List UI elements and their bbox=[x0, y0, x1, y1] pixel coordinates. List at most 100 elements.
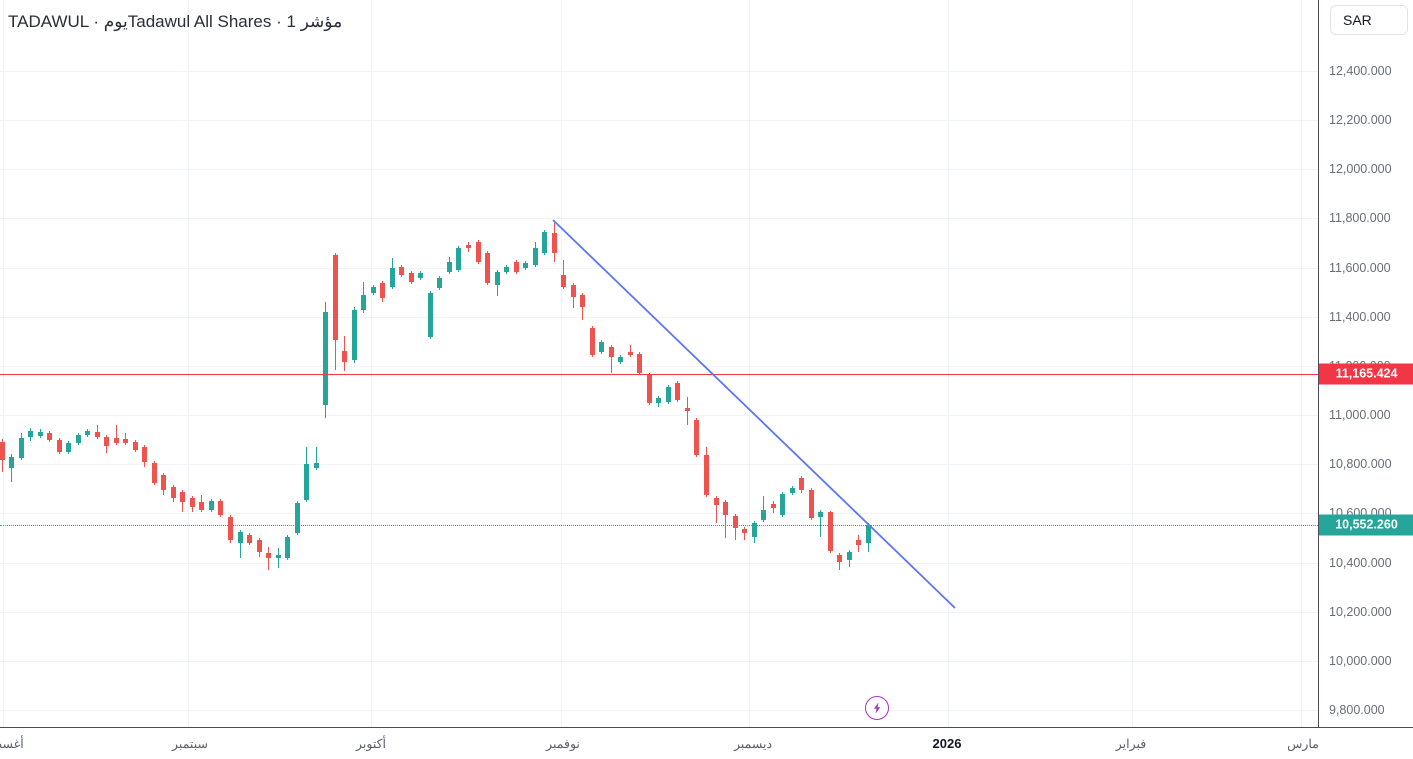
candle bbox=[523, 263, 529, 269]
candle bbox=[465, 245, 471, 248]
candle bbox=[161, 475, 167, 491]
candle bbox=[180, 491, 186, 503]
symbol-title[interactable]: TADAWUL · مويTadawul All Shares · 1 رشؤم bbox=[8, 12, 343, 31]
candle bbox=[370, 287, 376, 293]
price-tag: 11,165.424 bbox=[1319, 363, 1413, 385]
lightning-event-icon[interactable] bbox=[865, 696, 889, 720]
v-gridline bbox=[1132, 0, 1133, 727]
candle bbox=[285, 537, 291, 559]
candle-wick bbox=[315, 447, 317, 471]
time-axis-label: أغسطس bbox=[0, 737, 24, 751]
candle bbox=[361, 295, 367, 311]
candle bbox=[380, 283, 386, 299]
candle bbox=[427, 292, 433, 338]
price-tick-label: 11,800.000 bbox=[1329, 211, 1391, 226]
candle bbox=[28, 431, 34, 438]
candle bbox=[275, 555, 281, 559]
h-gridline bbox=[0, 71, 1318, 72]
candle bbox=[56, 440, 62, 453]
candle bbox=[332, 255, 338, 341]
candle bbox=[66, 443, 72, 453]
candle bbox=[37, 431, 43, 436]
chart-plot[interactable]: TADAWUL · مويTadawul All Shares · 1 رشؤم bbox=[0, 0, 1318, 727]
candle bbox=[304, 464, 310, 501]
candle bbox=[446, 261, 452, 273]
candle bbox=[256, 540, 262, 553]
candle bbox=[294, 503, 300, 534]
time-axis-label: 2026 bbox=[932, 736, 962, 751]
v-gridline bbox=[188, 0, 189, 727]
time-axis-label: سبتمبر bbox=[172, 737, 208, 751]
candle bbox=[104, 436, 110, 447]
candle bbox=[132, 442, 138, 451]
candle bbox=[485, 252, 491, 284]
price-tick-label: 10,800.000 bbox=[1329, 457, 1392, 472]
price-tick-label: 9,800.000 bbox=[1329, 702, 1385, 717]
candle-wick bbox=[268, 547, 270, 571]
candle bbox=[475, 242, 481, 262]
candle bbox=[85, 431, 91, 435]
candle bbox=[18, 438, 24, 459]
candle bbox=[75, 434, 81, 444]
candle bbox=[342, 351, 348, 363]
candle bbox=[494, 272, 500, 286]
v-gridline bbox=[3, 0, 4, 727]
candle-wick bbox=[11, 454, 13, 483]
price-lines-layer bbox=[0, 374, 1318, 527]
h-gridline bbox=[0, 218, 1318, 220]
time-axis[interactable]: أغسطس سبتمبر أكتوبر نوفمبر ديسمبر 2026 فبراير م… bbox=[0, 727, 1413, 759]
time-axis-label: ديسمبر bbox=[733, 737, 773, 751]
candle bbox=[170, 487, 176, 499]
candle bbox=[151, 462, 157, 484]
h-gridline bbox=[0, 169, 1318, 171]
currency-button[interactable]: SAR bbox=[1330, 5, 1408, 35]
candle bbox=[532, 247, 538, 265]
time-axis-label: نوفمبر bbox=[546, 737, 580, 751]
price-tag: 10,552.260 bbox=[1319, 514, 1413, 536]
candle bbox=[142, 447, 148, 462]
lightning-bolt-glyph bbox=[873, 702, 881, 714]
candle-wick bbox=[115, 424, 117, 446]
price-tick-label: 10,400.000 bbox=[1329, 555, 1392, 570]
h-gridline bbox=[0, 709, 1318, 711]
time-axis-label: فبراير bbox=[1115, 737, 1147, 751]
h-gridline bbox=[0, 611, 1318, 613]
candle bbox=[504, 267, 510, 273]
candle bbox=[456, 247, 462, 271]
candle bbox=[227, 517, 233, 541]
h-gridline bbox=[0, 660, 1318, 662]
time-axis-label: مارس bbox=[1287, 737, 1319, 751]
v-gridline bbox=[1301, 0, 1302, 727]
candle bbox=[94, 432, 100, 437]
price-tick-label: 11,600.000 bbox=[1329, 260, 1391, 275]
candle bbox=[0, 442, 5, 461]
candle bbox=[208, 501, 214, 511]
candle bbox=[408, 273, 414, 283]
candle-wick bbox=[125, 433, 127, 446]
time-axis-label: أكتوبر bbox=[355, 737, 387, 751]
candle bbox=[218, 501, 224, 516]
candle bbox=[47, 433, 53, 441]
current-price-line[interactable] bbox=[0, 525, 1318, 527]
candle bbox=[113, 438, 119, 444]
candle bbox=[513, 261, 519, 273]
candle bbox=[323, 311, 329, 405]
price-tick-label: 11,000.000 bbox=[1329, 408, 1391, 423]
candle bbox=[247, 535, 253, 544]
candle bbox=[437, 277, 443, 288]
candle bbox=[399, 267, 405, 275]
candle bbox=[389, 268, 395, 288]
price-tick-label: 11,400.000 bbox=[1329, 309, 1391, 324]
candle bbox=[189, 498, 195, 507]
candle bbox=[542, 231, 548, 253]
candle bbox=[351, 310, 357, 360]
candle bbox=[9, 457, 15, 469]
horizontal-alert-line[interactable] bbox=[0, 374, 1318, 376]
candle bbox=[123, 439, 129, 444]
price-tick-label: 12,200.000 bbox=[1329, 113, 1392, 128]
candle bbox=[418, 273, 424, 278]
candle-wick bbox=[239, 530, 241, 559]
h-gridline bbox=[0, 120, 1318, 122]
price-axis[interactable]: SAR 12,400.000 12,200.000 12,000.000 11,800… bbox=[1318, 0, 1413, 727]
